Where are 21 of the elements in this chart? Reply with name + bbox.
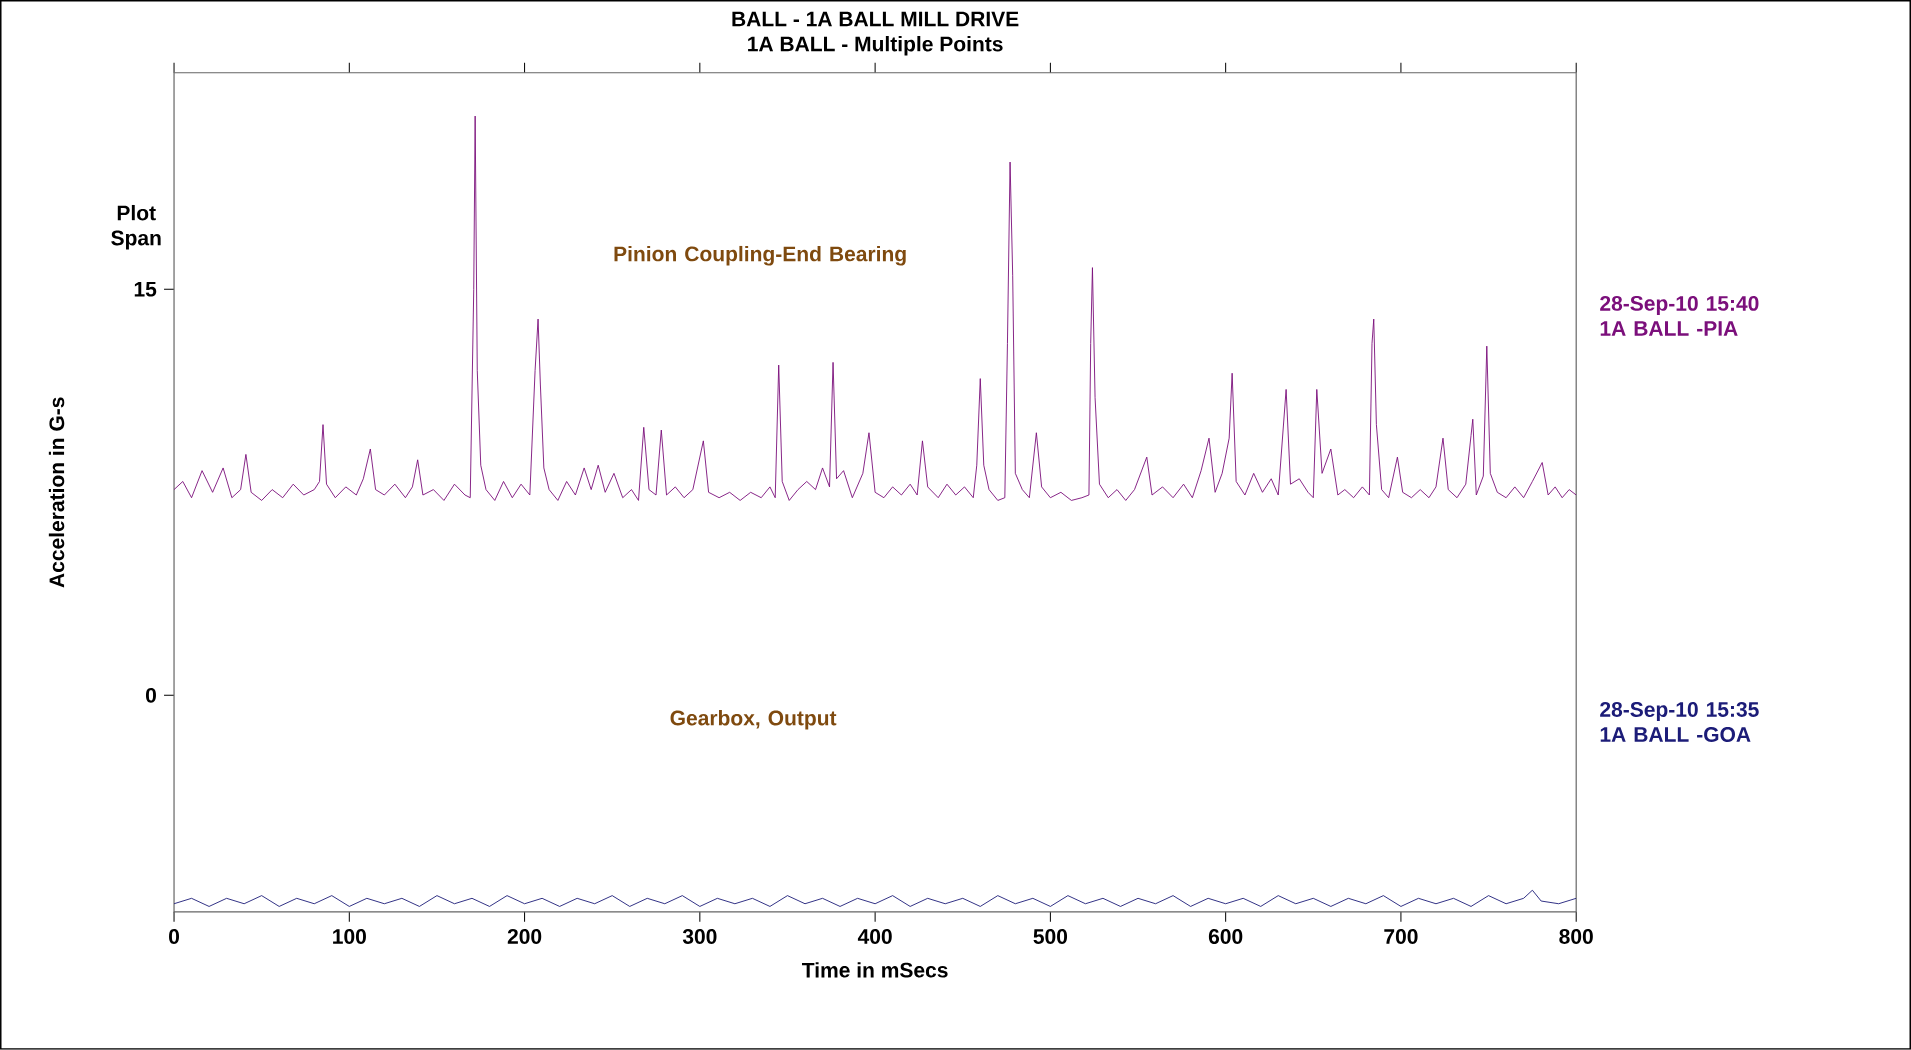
x-tick-label: 300 [682, 929, 717, 945]
line-series [174, 889, 1577, 907]
x-tick-label: 500 [1033, 929, 1068, 944]
x-tick-label: 700 [1384, 929, 1418, 944]
text: 28-Sep-10 15:40 1A BALL -PIA [1600, 296, 1759, 336]
x-tick-label: 800 [1559, 929, 1593, 944]
text: Plot Span [111, 205, 161, 250]
x-tick-label: 600 [1208, 929, 1243, 944]
x-axis-title: Time in mSecs [802, 962, 948, 978]
x-tick-label: 400 [857, 929, 892, 944]
annotation: Gearbox, Output [670, 710, 837, 730]
line-series [174, 115, 1577, 501]
x-tick-label: 100 [333, 929, 366, 944]
x-tick-label: 200 [507, 929, 542, 944]
y-tick-label: 15 [134, 282, 157, 297]
chart-subtitle: 1A BALL - Multiple Points [748, 36, 1003, 56]
y-axis-title: Acceleration in G-s [48, 397, 65, 588]
annotation: Pinion Coupling-End Bearing [614, 246, 906, 266]
text: 28-Sep-10 15:35 1A BALL -GOA [1600, 702, 1759, 742]
chart-title: BALL - 1A BALL MILL DRIVE [732, 11, 1019, 27]
x-tick-label: 0 [169, 929, 180, 944]
